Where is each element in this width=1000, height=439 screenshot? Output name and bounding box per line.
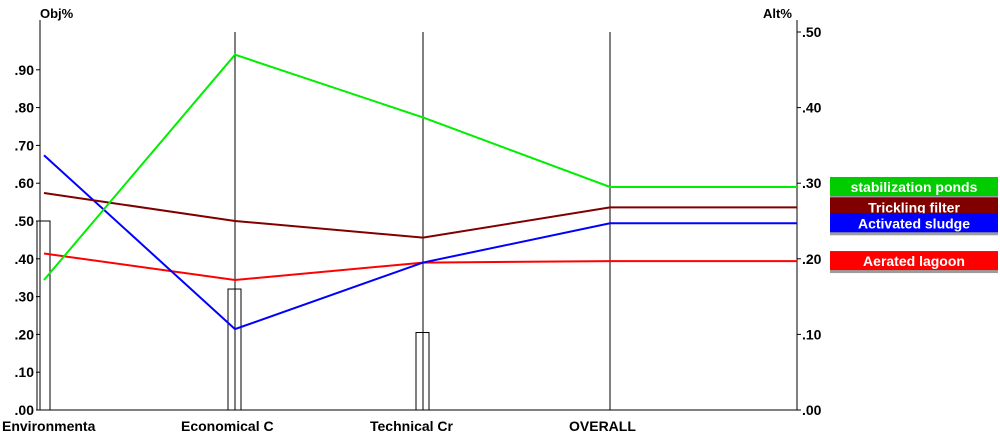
right-tick-label: .10 [802,326,822,342]
legend-swatch [830,213,998,234]
left-tick-label: .90 [15,62,35,78]
right-tick-label: .50 [802,24,822,40]
series-line-trickling-filter [43,192,797,239]
category-label-3: OVERALL [569,418,636,434]
category-label-2: Technical Cr [370,418,454,434]
right-tick-label: .20 [802,251,822,267]
legend-shadow [830,270,998,274]
weight-bar-0 [36,220,51,411]
right-tick-label: .30 [802,175,822,191]
category-label-0: Environmenta [2,418,96,434]
category-labels: Environmenta Economical C Technical Cr OVER… [2,418,636,434]
legend-label: Trickling filter [868,199,960,215]
category-label-1: Economical C [181,418,274,434]
legend-item-activated-sludge: Activated sludge [830,213,998,236]
legend-swatch [830,176,998,197]
legend-label: Activated sludge [858,215,970,231]
left-tick-label: .60 [15,175,35,191]
legend: stabilization ponds Trickling filterActiv… [830,176,998,274]
right-tick-label: .00 [802,402,822,418]
legend-item-aerated-lagoon: Aerated lagoon [830,251,998,274]
legend-swatch [830,251,998,272]
left-tick-label: .00 [15,402,35,418]
series-lines [43,53,797,331]
legend-item-stabilization-ponds: stabilization ponds [830,176,998,199]
right-tick-label: .40 [802,100,822,116]
left-axis-title: Obj% [40,6,74,21]
left-tick-label: .10 [15,364,35,380]
left-tick-label: .30 [15,289,35,305]
left-tick-label: .40 [15,251,35,267]
left-tick-label: .70 [15,137,35,153]
series-line-activated-sludge [43,154,797,331]
legend-label: Aerated lagoon [863,253,965,269]
left-tick-label: .50 [15,213,35,229]
tick-labels: .00 .10 .20 .30 .40 .50 .60 .70 .80 .90 .00 .10 .20.… [15,24,822,418]
weight-bars [36,220,430,411]
left-tick-label: .80 [15,100,35,116]
left-tick-label: .20 [15,326,35,342]
legend-shadow [830,232,998,236]
legend-label: stabilization ponds [851,179,978,195]
axes [39,20,798,411]
series-line-stabilization-ponds [43,53,797,281]
legend-swatch [830,197,998,218]
right-axis-title: Alt% [763,6,792,21]
